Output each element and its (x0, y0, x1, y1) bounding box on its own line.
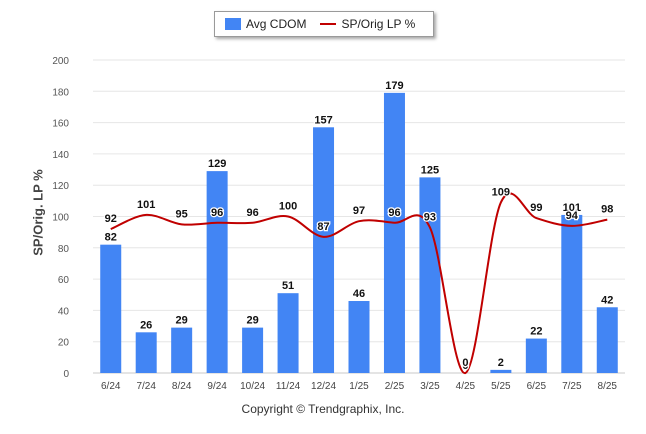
line-value-label: 87 (317, 221, 329, 233)
x-tick-label: 1/25 (349, 381, 369, 392)
bar-value-label: 125 (421, 164, 439, 176)
legend-item-line[interactable]: SP/Orig LP % (320, 17, 415, 31)
bar-value-label: 129 (208, 158, 226, 170)
x-tick-label: 5/25 (491, 381, 511, 392)
legend-item-bars[interactable]: Avg CDOM (225, 17, 306, 31)
x-tick-label: 6/25 (527, 381, 547, 392)
x-tick-label: 11/24 (276, 381, 301, 392)
bar-value-label: 42 (601, 294, 613, 306)
bar (525, 338, 547, 373)
bar (313, 127, 335, 373)
y-tick-label: 160 (52, 119, 69, 130)
line-value-label: 96 (211, 207, 223, 219)
bar (383, 92, 405, 374)
x-tick-label: 8/24 (172, 381, 192, 392)
bar-value-label: 101 (563, 202, 581, 214)
x-tick-label: 6/24 (101, 381, 121, 392)
x-tick-label: 4/25 (456, 381, 476, 392)
line-value-label: 97 (353, 205, 365, 217)
line-value-label: 109 (492, 186, 510, 198)
line-value-label: 94 (566, 210, 579, 222)
line-value-label: 93 (424, 211, 436, 223)
bar-value-label: 46 (353, 288, 365, 300)
x-tick-label: 9/24 (207, 381, 227, 392)
bar-value-label: 22 (530, 326, 542, 338)
x-tick-label: 12/24 (311, 381, 336, 392)
legend-bar-swatch (225, 18, 241, 30)
series-line (110, 192, 608, 375)
y-tick-label: 100 (52, 213, 69, 224)
bar (419, 177, 441, 373)
bar-value-label: 2 (498, 357, 504, 369)
bar-value-label: 26 (140, 319, 152, 331)
line-value-label: 0 (462, 357, 468, 369)
bar-value-label: 29 (246, 315, 258, 327)
bar (242, 327, 264, 373)
bar (596, 307, 618, 373)
y-tick-label: 200 (52, 56, 69, 67)
x-tick-label: 7/25 (562, 381, 582, 392)
bar-value-label: 0 (462, 360, 468, 372)
line-value-label: 98 (601, 204, 613, 216)
legend-line-swatch (320, 23, 337, 25)
bar (561, 214, 583, 373)
bar (100, 244, 122, 373)
y-tick-label: 0 (63, 369, 69, 380)
bar-value-label: 157 (314, 114, 332, 126)
line-value-label: 92 (105, 213, 117, 225)
y-tick-label: 20 (58, 338, 70, 349)
line-value-label: 99 (530, 202, 542, 214)
y-tick-label: 120 (52, 181, 69, 192)
legend-bar-label: Avg CDOM (246, 17, 307, 31)
bar (348, 301, 370, 373)
line-value-label: 95 (176, 208, 188, 220)
bar (171, 327, 193, 373)
y-tick-label: 40 (58, 306, 70, 317)
bar-value-label: 179 (385, 80, 403, 92)
line-value-label: 101 (137, 199, 155, 211)
legend: Avg CDOM SP/Orig LP % (214, 11, 434, 37)
y-tick-label: 80 (58, 244, 70, 255)
legend-line-label: SP/Orig LP % (341, 17, 416, 31)
x-tick-label: 2/25 (385, 381, 405, 392)
y-tick-label: 140 (52, 150, 69, 161)
y-axis-title: SP/Orig. LP % (30, 169, 46, 256)
line-value-label: 100 (279, 201, 297, 213)
y-tick-label: 180 (52, 87, 69, 98)
line-value-label: 96 (246, 207, 258, 219)
bar-value-label: 29 (176, 315, 188, 327)
bar (277, 293, 299, 373)
x-tick-label: 10/24 (240, 381, 265, 392)
bar-value-label: 51 (282, 280, 294, 292)
line-value-label: 96 (388, 207, 400, 219)
copyright-text: Copyright © Trendgraphix, Inc. (241, 402, 405, 416)
x-tick-label: 3/25 (420, 381, 440, 392)
bar (206, 171, 228, 373)
x-tick-label: 7/24 (136, 381, 156, 392)
x-tick-label: 8/25 (598, 381, 618, 392)
bar (135, 332, 157, 373)
bar (490, 369, 512, 373)
bar-value-label: 82 (105, 232, 117, 244)
y-tick-label: 60 (58, 275, 70, 286)
